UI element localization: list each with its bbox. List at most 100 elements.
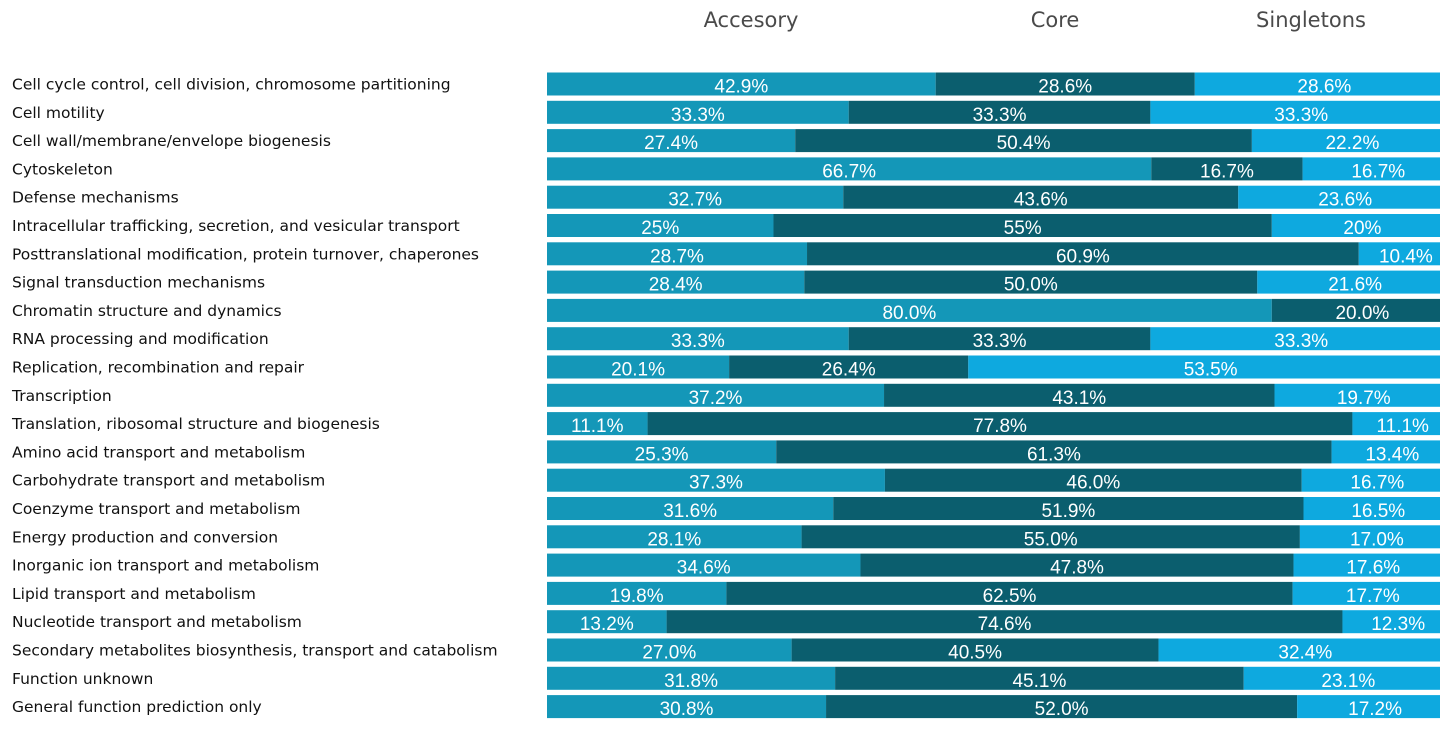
bar-segment-core [843,185,1239,209]
bar-segment-accesory [547,355,730,379]
bar-segment-core [1151,157,1303,181]
category-labels: Cell cycle control, cell division, chrom… [11,76,498,717]
data-label-core: 43.6% [1014,190,1068,211]
data-label-accesory: 30.8% [660,699,714,720]
bar-segment-accesory [547,185,844,209]
data-label-accesory: 25% [641,218,679,239]
bar-segment-accesory [547,553,861,577]
bar-segment-accesory [547,100,849,124]
category-label: Cell cycle control, cell division, chrom… [12,76,451,94]
legend-item-accesory: Accesory [704,8,799,32]
bar-segment-singletons [1358,242,1440,266]
category-label: Coenzyme transport and metabolism [12,500,301,518]
bar-segment-singletons [1331,440,1440,464]
category-label: Cell wall/membrane/envelope biogenesis [12,132,331,150]
data-label-accesory: 27.0% [642,643,696,664]
bar-segment-singletons [968,355,1440,379]
data-label-core: 20.0% [1335,303,1389,324]
data-label-core: 52.0% [1035,699,1089,720]
bar-segment-singletons [1271,214,1440,237]
bar-segment-singletons [1194,72,1440,96]
category-label: Posttranslational modification, protein … [12,245,479,263]
bar-segment-accesory [547,638,792,662]
data-label-accesory: 27.4% [644,133,698,154]
data-label-singletons: 20% [1343,218,1381,239]
bar-segment-singletons [1150,100,1440,124]
bar-segment-core [826,695,1298,719]
data-label-singletons: 23.6% [1318,190,1372,211]
data-label-accesory: 28.4% [649,275,703,296]
data-label-singletons: 33.3% [1274,331,1328,352]
bar-segment-singletons [1299,525,1440,549]
bar-segment-accesory [547,497,834,520]
data-label-core: 45.1% [1012,671,1066,692]
bar-segment-singletons [1251,129,1440,153]
category-label: RNA processing and modification [12,330,269,348]
category-label: Cell motility [12,104,105,122]
bar-segment-singletons [1274,383,1440,407]
bars: 42.9% 28.6% 28.6% 33.3% 33.3% 33.3% 27.4% 50.4%… [547,72,1440,720]
data-label-core: 28.6% [1038,77,1092,98]
data-label-core: 55% [1004,218,1042,239]
bar-segment-core [1271,298,1440,322]
data-label-singletons: 23.1% [1321,671,1375,692]
data-label-singletons: 17.6% [1346,558,1400,579]
bar-segment-accesory [547,581,727,605]
data-label-singletons: 53.5% [1184,360,1238,381]
data-label-accesory: 19.8% [610,586,664,607]
category-label: Inorganic ion transport and metabolism [12,557,319,575]
data-label-singletons: 12.3% [1371,614,1425,635]
data-label-core: 50.0% [1004,275,1058,296]
category-label: Lipid transport and metabolism [12,585,256,603]
bar-segment-core [860,553,1294,577]
data-label-accesory: 31.6% [663,501,717,522]
data-label-core: 60.9% [1056,246,1110,267]
category-label: Energy production and conversion [12,528,278,546]
data-label-accesory: 11.1% [571,416,624,437]
bar-segment-accesory [547,157,1152,181]
data-label-accesory: 33.3% [671,331,725,352]
bar-segment-singletons [1243,666,1440,690]
data-label-singletons: 13.4% [1365,444,1419,465]
data-label-accesory: 80.0% [882,303,936,324]
bar-segment-singletons [1292,581,1440,605]
bar-segment-core [804,270,1258,294]
bar-segment-core [848,100,1151,124]
data-label-core: 55.0% [1024,529,1078,550]
bar-segment-accesory [547,383,885,407]
data-label-core: 40.5% [948,643,1002,664]
bar-segment-accesory [547,242,808,266]
bar-segment-accesory [547,298,1272,322]
data-label-accesory: 37.2% [689,388,743,409]
data-label-singletons: 16.5% [1351,501,1405,522]
data-label-core: 43.1% [1052,388,1106,409]
data-label-singletons: 17.7% [1346,586,1400,607]
bar-segment-accesory [547,468,885,492]
bar-segment-core [795,129,1252,153]
category-label: Transcription [11,387,112,405]
data-label-singletons: 17.2% [1348,699,1402,720]
legend-item-core: Core [1031,8,1080,32]
data-label-singletons: 19.7% [1337,388,1391,409]
data-label-singletons: 17.0% [1350,529,1404,550]
bar-segment-accesory [547,129,796,153]
data-label-core: 33.3% [973,105,1027,126]
data-label-core: 77.8% [973,416,1027,437]
data-label-core: 61.3% [1027,444,1081,465]
bar-segment-singletons [1301,468,1440,492]
data-label-singletons: 11.1% [1376,416,1429,437]
data-label-accesory: 28.1% [647,529,701,550]
bar-segment-singletons [1342,610,1440,634]
data-label-core: 46.0% [1066,473,1120,494]
data-label-accesory: 25.3% [635,444,689,465]
bar-segment-singletons [1302,157,1440,181]
data-label-core: 50.4% [997,133,1051,154]
category-label: Intracellular trafficking, secretion, an… [12,217,460,235]
category-label: Signal transduction mechanisms [12,274,265,292]
data-label-singletons: 22.2% [1325,133,1379,154]
bar-segment-accesory [547,666,836,690]
bar-segment-accesory [547,695,827,719]
bar-segment-singletons [1303,497,1440,520]
data-label-accesory: 34.6% [677,558,731,579]
data-label-singletons: 16.7% [1350,473,1404,494]
